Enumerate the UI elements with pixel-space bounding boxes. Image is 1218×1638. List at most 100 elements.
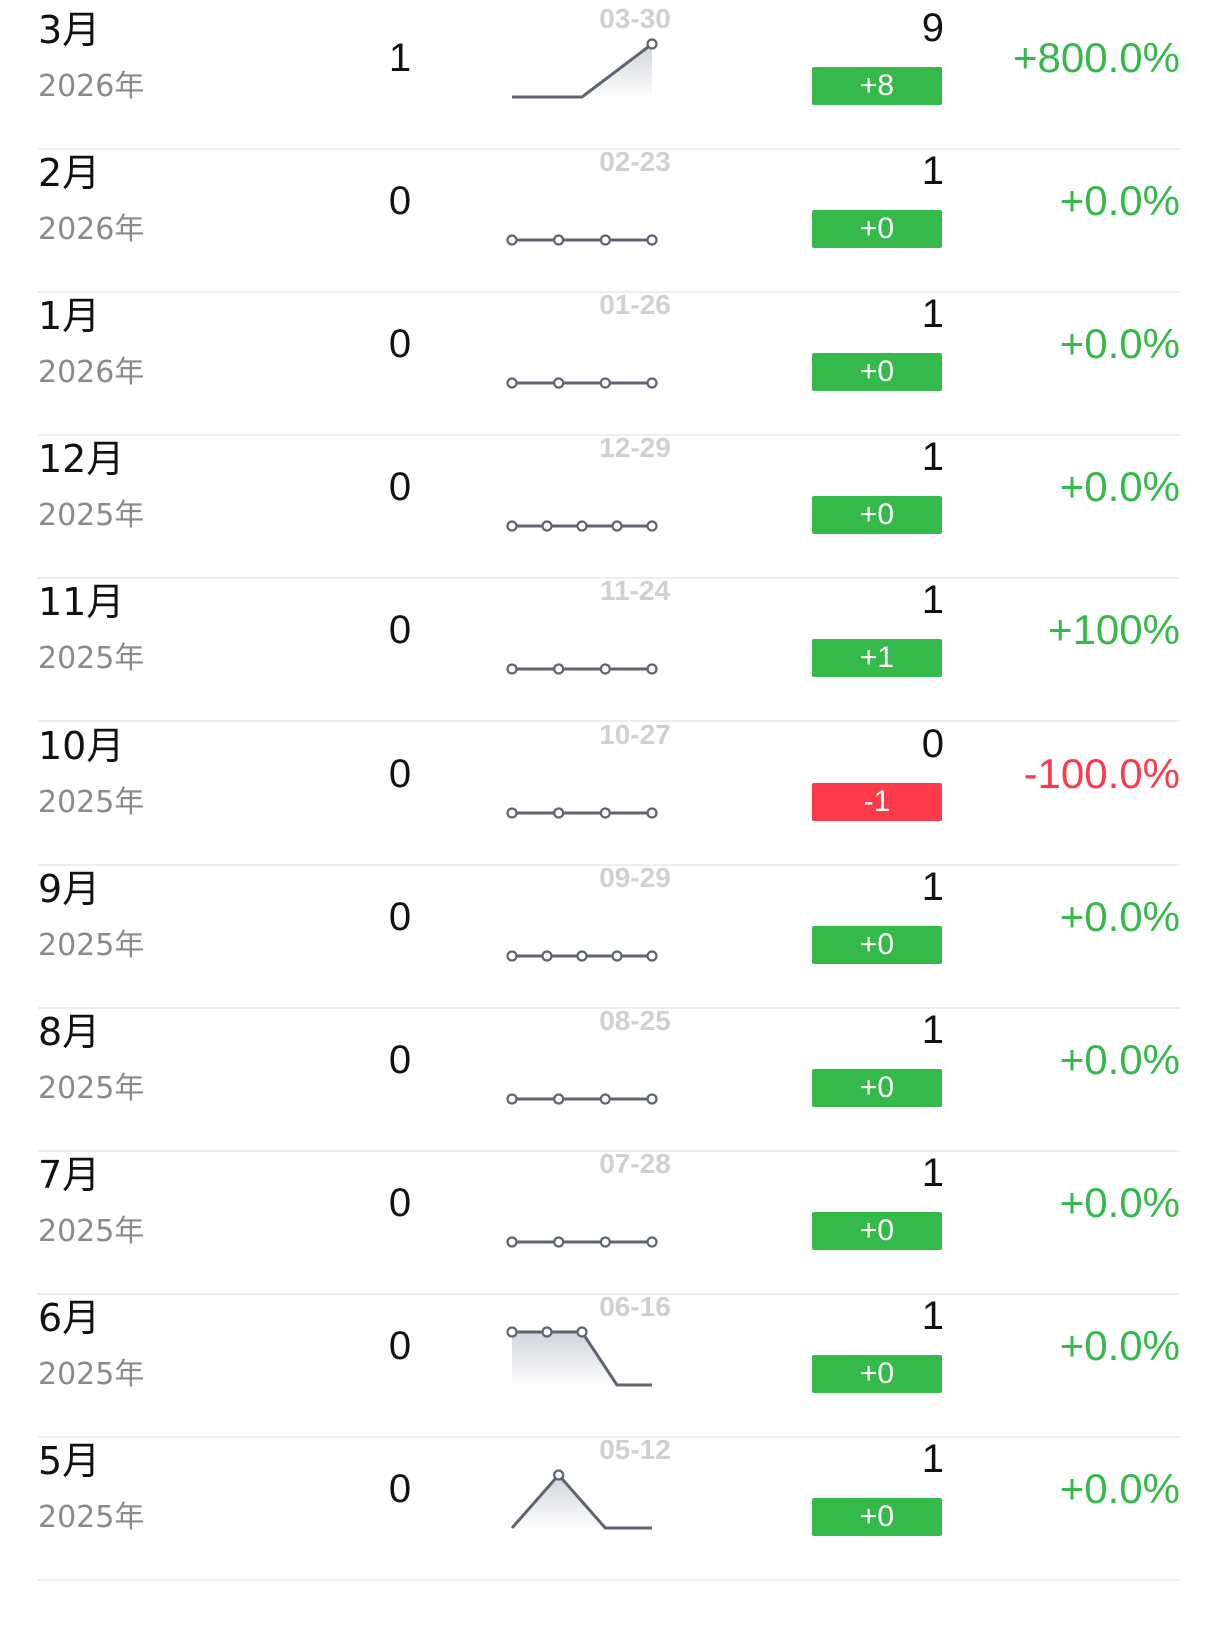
sparkline-point (541, 949, 553, 962)
sparkline-chart (506, 1326, 652, 1387)
current-value: 1 (921, 1293, 944, 1338)
sparkline-chart (506, 806, 658, 819)
year-label: 2025年 (38, 927, 145, 963)
sparkline-date-label: 06-16 (599, 1290, 671, 1322)
sparkline-date-label: 09-29 (599, 861, 671, 893)
year-label: 2026年 (38, 69, 145, 104)
sparkline-point (553, 663, 565, 675)
list-item[interactable]: 2月 2026年 0 02-23 1 +0 +0.0% (0, 143, 1218, 294)
percent-change: -100.0% (1023, 749, 1180, 797)
list-item[interactable]: 8月 2025年 0 08-25 1 +0 +0.0% (0, 1002, 1218, 1152)
year-label: 2025年 (38, 1500, 145, 1535)
current-value: 1 (921, 864, 944, 909)
previous-value: 1 (388, 36, 412, 80)
list-item[interactable]: 3月 2026年 1 03-30 9 +8 +800.0% (0, 0, 1218, 150)
percent-change: +0.0% (1059, 1035, 1180, 1083)
percent-change: +100% (1048, 606, 1180, 654)
percent-change: +0.0% (1059, 463, 1180, 511)
change-badge: +0 (812, 1068, 942, 1107)
sparkline-point (646, 1236, 658, 1248)
sparkline-point (506, 663, 518, 675)
current-value: 1 (921, 1007, 944, 1052)
current-value: 1 (921, 1150, 944, 1195)
sparkline-point (599, 1236, 611, 1248)
current-value: 9 (921, 6, 944, 50)
current-value: 1 (921, 1437, 944, 1481)
percent-change: +0.0% (1059, 177, 1180, 225)
month-label: 1月 (38, 294, 101, 339)
change-badge: +0 (812, 925, 942, 964)
current-value: 1 (921, 292, 944, 337)
sparkline-date-label: 03-30 (599, 3, 671, 34)
sparkline-point (576, 949, 588, 962)
previous-value: 0 (388, 179, 412, 224)
row-divider (38, 434, 1180, 437)
year-label: 2025年 (38, 1356, 145, 1392)
row-divider (38, 720, 1180, 723)
sparkline-point (553, 1093, 565, 1105)
previous-value: 0 (388, 1180, 412, 1225)
year-label: 2025年 (38, 641, 145, 677)
sparkline-chart (506, 663, 658, 675)
list-item[interactable]: 6月 2025年 0 06-16 1 +0 +0.0% (0, 1288, 1218, 1438)
sparkline-point (506, 377, 518, 389)
sparkline-chart (506, 949, 658, 962)
change-badge: +8 (812, 67, 942, 105)
month-label: 3月 (38, 8, 101, 52)
row-divider (38, 1435, 1180, 1438)
sparkline-point (611, 520, 623, 532)
sparkline-point (541, 520, 553, 532)
row-divider (38, 1292, 1180, 1295)
sparkline-point (506, 1236, 518, 1248)
sparkline-date-label: 01-26 (599, 289, 671, 321)
sparkline-area (512, 44, 652, 97)
year-label: 2026年 (38, 212, 145, 248)
sparkline-chart (506, 1093, 658, 1105)
change-badge: +0 (812, 1498, 942, 1536)
list-item[interactable]: 11月 2025年 0 11-24 1 +1 +100% (0, 572, 1218, 723)
sparkline-point (599, 377, 611, 389)
previous-value: 0 (388, 1323, 412, 1368)
year-label: 2025年 (38, 498, 145, 534)
sparkline-point (611, 949, 623, 962)
list-item[interactable]: 10月 2025年 0 10-27 0 -1 -100.0% (0, 716, 1218, 866)
change-badge: +1 (812, 639, 942, 678)
change-badge: +0 (812, 353, 942, 392)
year-label: 2025年 (38, 784, 145, 820)
sparkline-area (512, 1331, 652, 1385)
sparkline-date-label: 10-27 (599, 718, 671, 750)
list-item[interactable]: 5月 2025年 0 05-12 1 +0 +0.0% (0, 1431, 1218, 1581)
row-divider (38, 1149, 1180, 1152)
year-label: 2026年 (38, 355, 145, 391)
previous-value: 0 (388, 1467, 412, 1511)
list-item[interactable]: 7月 2025年 0 07-28 1 +0 +0.0% (0, 1145, 1218, 1295)
sparkline-point (553, 377, 565, 389)
previous-value: 0 (388, 1037, 412, 1082)
sparkline-point (646, 38, 658, 50)
sparkline-point (506, 520, 518, 532)
sparkline-chart (510, 1469, 652, 1530)
row-divider (38, 863, 1180, 866)
list-item[interactable]: 9月 2025年 0 09-29 1 +0 +0.0% (0, 859, 1218, 1009)
list-item[interactable]: 1月 2026年 0 01-26 1 +0 +0.0% (0, 286, 1218, 437)
sparkline-date-label: 11-24 (599, 575, 671, 607)
sparkline-point (576, 1326, 588, 1338)
change-badge: +0 (812, 210, 942, 249)
current-value: 0 (921, 721, 944, 766)
previous-value: 0 (388, 751, 412, 796)
sparkline-date-label: 05-12 (599, 1434, 671, 1465)
list-item[interactable]: 12月 2025年 0 12-29 1 +0 +0.0% (0, 429, 1218, 580)
month-label: 11月 (38, 580, 125, 625)
change-badge: -1 (812, 782, 942, 821)
sparkline-line (512, 42, 653, 99)
sparkline-point (576, 520, 588, 532)
month-label: 6月 (38, 1295, 101, 1340)
sparkline-point (599, 806, 611, 819)
percent-change: +0.0% (1059, 1465, 1180, 1512)
percent-change: +0.0% (1059, 1178, 1180, 1226)
row-divider (38, 291, 1180, 294)
sparkline-point (599, 663, 611, 675)
year-label: 2025年 (38, 1070, 145, 1106)
sparkline-point (506, 1326, 518, 1338)
